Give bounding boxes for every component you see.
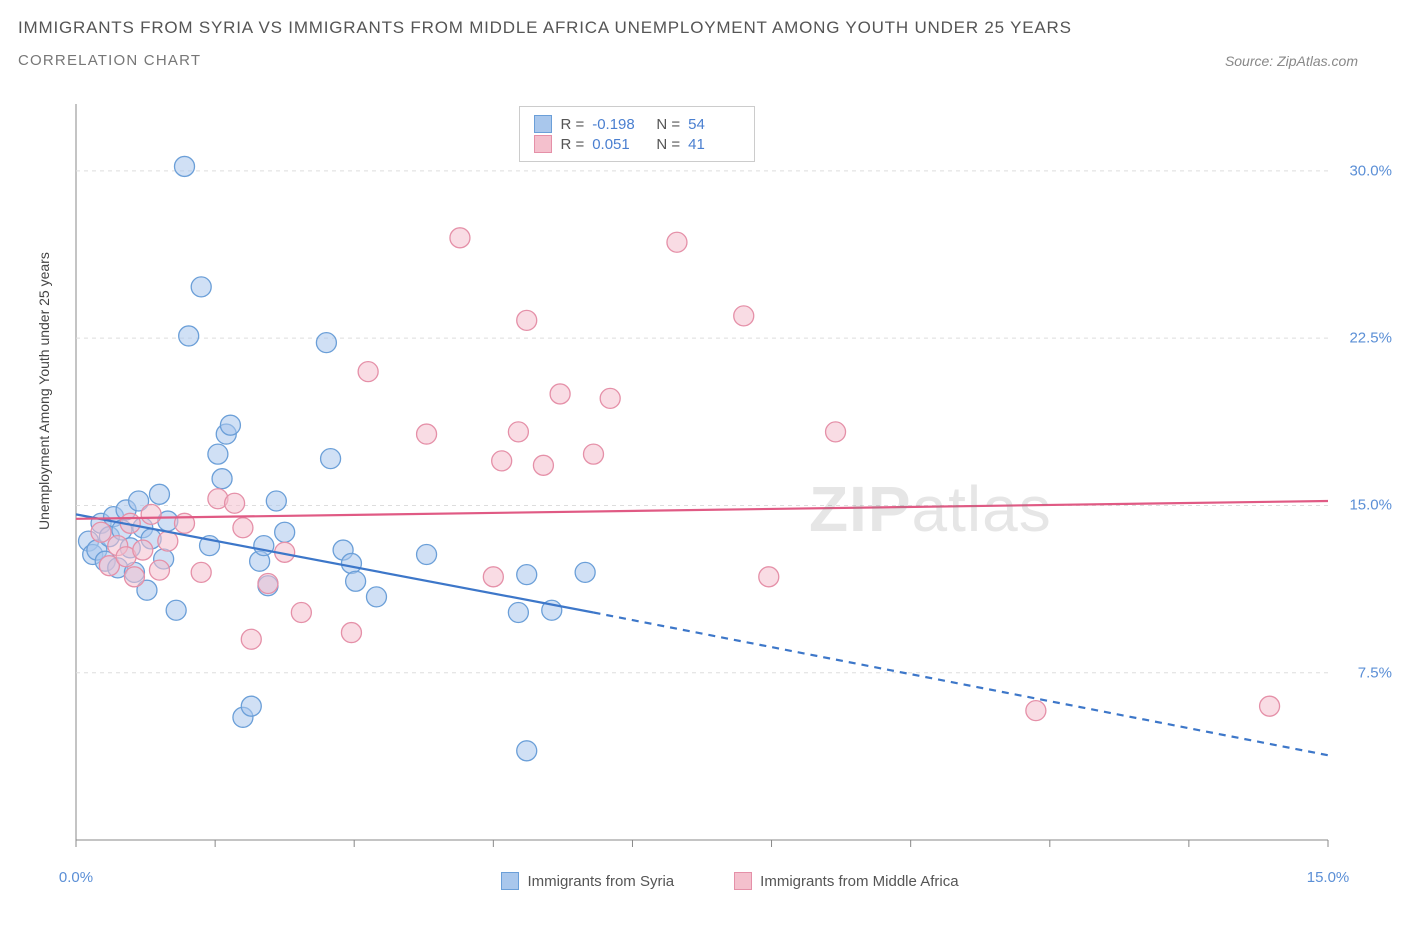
stats-r-label: R =: [560, 116, 584, 133]
legend-swatch: [534, 135, 552, 153]
subtitle-row: CORRELATION CHART Source: ZipAtlas.com: [18, 52, 1406, 69]
stats-r-value: -0.198: [592, 116, 644, 133]
chart-title: IMMIGRANTS FROM SYRIA VS IMMIGRANTS FROM…: [18, 18, 1406, 38]
legend-item: Immigrants from Syria: [501, 872, 674, 890]
plot-area: 7.5%15.0%22.5%30.0% 0.0%15.0% R =-0.198 …: [72, 100, 1388, 860]
stats-n-label: N =: [652, 136, 680, 153]
stats-row: R = -0.198 N = 54: [534, 115, 740, 133]
stats-n-value: 54: [688, 116, 740, 133]
correlation-stats-box: R = -0.198 N = 54 R = 0.051 N = 41: [519, 106, 755, 162]
chart-subtitle: CORRELATION CHART: [18, 52, 201, 69]
y-tick-label: 30.0%: [1349, 162, 1392, 179]
y-tick-label: 22.5%: [1349, 330, 1392, 347]
legend: Immigrants from Syria Immigrants from Mid…: [72, 872, 1388, 890]
y-tick-label: 7.5%: [1358, 664, 1392, 681]
source-attribution: Source: ZipAtlas.com: [1225, 53, 1358, 69]
legend-label: Immigrants from Syria: [527, 873, 674, 890]
y-tick-label: 15.0%: [1349, 497, 1392, 514]
legend-swatch: [534, 115, 552, 133]
stats-r-value: 0.051: [592, 136, 644, 153]
legend-swatch: [501, 872, 519, 890]
y-axis-label: Unemployment Among Youth under 25 years: [36, 252, 52, 530]
scatter-plot-svg: [72, 100, 1388, 860]
stats-r-label: R =: [560, 136, 584, 153]
legend-label: Immigrants from Middle Africa: [760, 873, 958, 890]
stats-row: R = 0.051 N = 41: [534, 135, 740, 153]
chart-container: Unemployment Among Youth under 25 years …: [18, 100, 1388, 890]
header: IMMIGRANTS FROM SYRIA VS IMMIGRANTS FROM…: [0, 0, 1406, 69]
legend-item: Immigrants from Middle Africa: [734, 872, 958, 890]
legend-swatch: [734, 872, 752, 890]
stats-n-value: 41: [688, 136, 740, 153]
stats-n-label: N =: [652, 116, 680, 133]
